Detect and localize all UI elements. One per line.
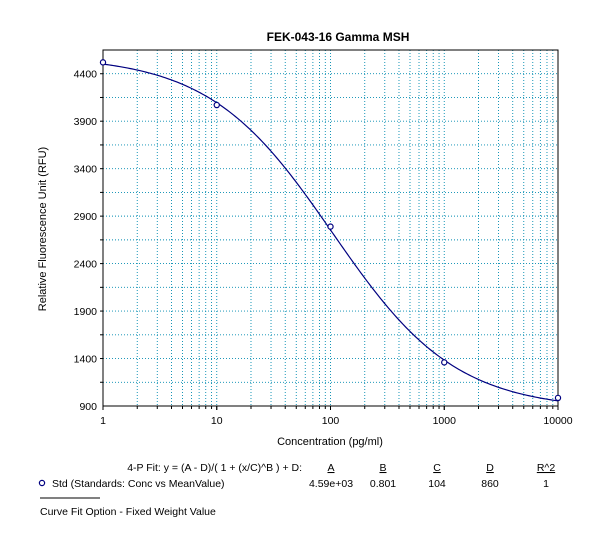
data-point — [441, 359, 448, 366]
legend-marker — [38, 479, 46, 487]
y-tick-labels: 900 1400 1900 2400 2900 3400 3900 4400 — [74, 69, 98, 413]
x-tick-label: 100 — [322, 415, 340, 427]
y-tick-label: 3400 — [74, 164, 98, 176]
fit-param-header: B — [379, 462, 386, 474]
fit-param-headers: A B C D R^2 — [327, 462, 555, 474]
y-tick-label: 2900 — [74, 211, 98, 223]
fit-param-value: 4.59e+03 — [309, 478, 353, 490]
data-point — [554, 394, 562, 402]
data-point — [327, 223, 334, 230]
chart-title: FEK-043-16 Gamma MSH — [267, 30, 410, 44]
y-tick-label: 3900 — [74, 116, 98, 128]
data-point — [213, 101, 220, 109]
fit-equation: 4-P Fit: y = (A - D)/( 1 + (x/C)^B ) + D… — [127, 462, 302, 474]
y-tick-label: 1400 — [74, 354, 98, 366]
fit-param-value: 104 — [428, 478, 446, 490]
data-point — [99, 59, 107, 66]
y-tick-label: 1900 — [74, 306, 98, 318]
x-tick-label: 10 — [211, 415, 223, 427]
data-points — [99, 59, 562, 402]
fit-param-value: 0.801 — [370, 478, 396, 490]
fit-param-value: 860 — [481, 478, 499, 490]
axis-ticks — [100, 73, 559, 410]
y-axis-label: Relative Fluorescence Unit (RFU) — [37, 147, 49, 311]
y-tick-label: 2400 — [74, 259, 98, 271]
footer-note: Curve Fit Option - Fixed Weight Value — [40, 506, 216, 518]
y-tick-label: 900 — [79, 401, 97, 413]
fit-param-header: C — [433, 462, 441, 474]
x-tick-label: 1000 — [433, 415, 457, 427]
fit-curve — [102, 63, 559, 402]
grid-lines — [103, 50, 558, 406]
x-tick-label: 1 — [100, 415, 106, 427]
fit-param-header: R^2 — [537, 462, 556, 474]
x-tick-labels: 1 10 100 1000 10000 — [100, 415, 573, 427]
legend-label: Std (Standards: Conc vs MeanValue) — [52, 478, 225, 490]
fit-param-values: 4.59e+03 0.801 104 860 1 — [309, 478, 549, 490]
x-axis-label: Concentration (pg/ml) — [277, 436, 383, 448]
fit-param-header: A — [327, 462, 334, 474]
fit-param-header: D — [486, 462, 494, 474]
fit-param-value: 1 — [543, 478, 549, 490]
x-tick-label: 10000 — [543, 415, 572, 427]
y-tick-label: 4400 — [74, 69, 98, 81]
